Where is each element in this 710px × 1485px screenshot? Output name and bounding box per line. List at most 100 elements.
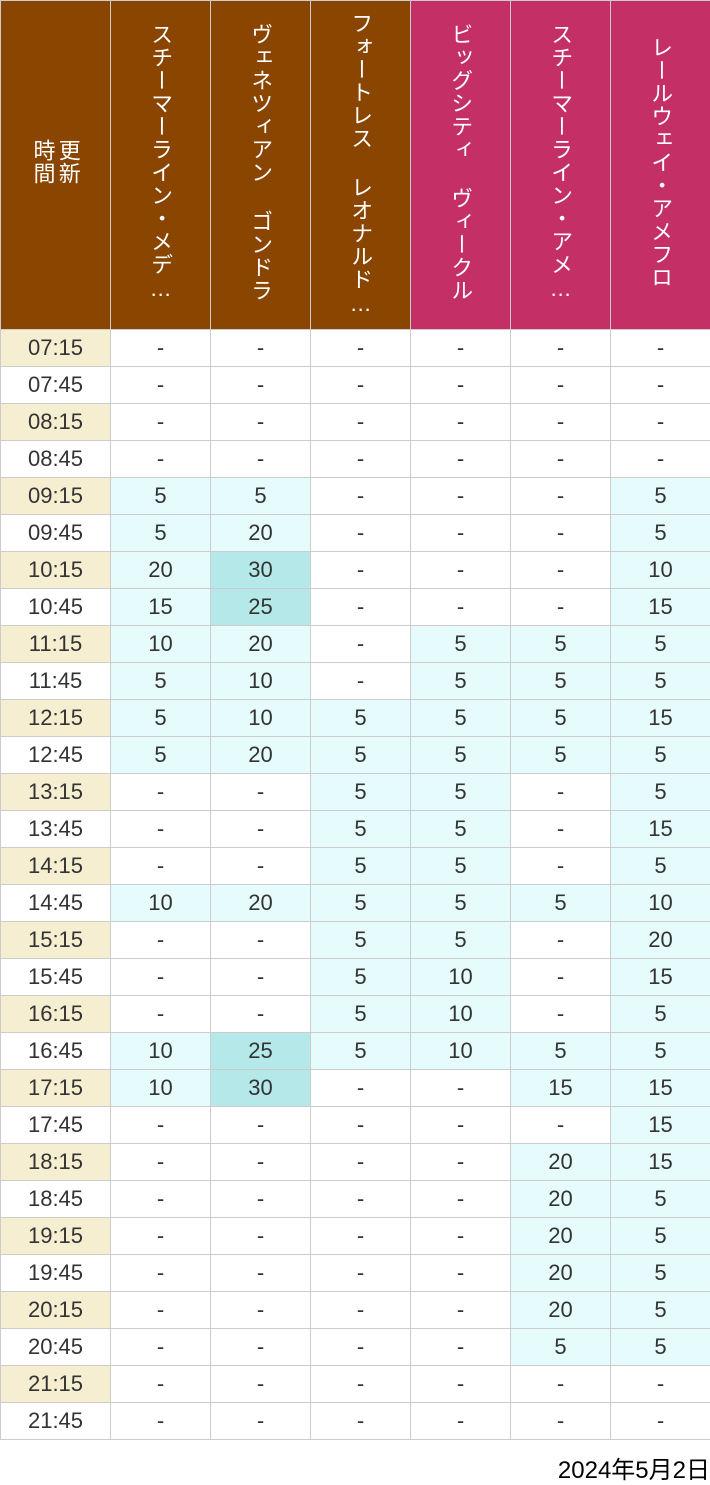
wait-cell: -: [511, 959, 611, 996]
wait-cell: -: [311, 367, 411, 404]
wait-cell: -: [211, 811, 311, 848]
wait-cell: -: [211, 959, 311, 996]
time-cell: 21:15: [1, 1366, 111, 1403]
table-row: 17:45-----15: [1, 1107, 710, 1144]
time-cell: 10:15: [1, 552, 111, 589]
wait-cell: 5: [311, 1033, 411, 1070]
wait-cell: -: [311, 552, 411, 589]
wait-cell: -: [311, 404, 411, 441]
wait-cell: -: [111, 1144, 211, 1181]
table-body: 07:15------07:45------08:15------08:45--…: [1, 330, 710, 1440]
wait-cell: 15: [611, 1107, 710, 1144]
table-row: 13:15--55-5: [1, 774, 710, 811]
wait-cell: -: [311, 1070, 411, 1107]
wait-cell: -: [511, 478, 611, 515]
wait-cell: -: [311, 1255, 411, 1292]
wait-cell: 5: [411, 922, 511, 959]
wait-cell: -: [511, 552, 611, 589]
wait-cell: -: [411, 404, 511, 441]
wait-cell: 5: [411, 700, 511, 737]
time-cell: 18:15: [1, 1144, 111, 1181]
header-label: スチーマーライン・メデ…: [148, 23, 173, 302]
wait-cell: -: [511, 441, 611, 478]
table-row: 20:15----205: [1, 1292, 710, 1329]
wait-cell: -: [411, 1181, 511, 1218]
time-cell: 19:15: [1, 1218, 111, 1255]
wait-cell: 20: [511, 1255, 611, 1292]
wait-cell: -: [211, 441, 311, 478]
wait-cell: -: [211, 1255, 311, 1292]
wait-cell: 10: [411, 996, 511, 1033]
header-attraction: スチーマーライン・アメ…: [511, 1, 611, 330]
wait-cell: -: [411, 478, 511, 515]
wait-cell: -: [311, 515, 411, 552]
wait-cell: -: [411, 1255, 511, 1292]
table-row: 10:451525---15: [1, 589, 710, 626]
wait-cell: -: [411, 330, 511, 367]
table-row: 09:45520---5: [1, 515, 710, 552]
wait-cell: 5: [611, 1218, 710, 1255]
wait-cell: 5: [611, 996, 710, 1033]
wait-cell: -: [311, 589, 411, 626]
wait-cell: -: [411, 1403, 511, 1440]
wait-cell: 5: [511, 626, 611, 663]
wait-cell: 10: [111, 1070, 211, 1107]
wait-cell: -: [211, 1181, 311, 1218]
time-cell: 16:15: [1, 996, 111, 1033]
wait-cell: 15: [611, 811, 710, 848]
header-label: ビッグシティ ヴィークル: [448, 23, 473, 302]
wait-cell: -: [311, 1403, 411, 1440]
wait-cell: -: [611, 367, 710, 404]
table-row: 11:151020-555: [1, 626, 710, 663]
table-row: 17:151030--1515: [1, 1070, 710, 1107]
wait-cell: 20: [211, 515, 311, 552]
wait-cell: 25: [211, 1033, 311, 1070]
wait-cell: -: [211, 1218, 311, 1255]
wait-cell: -: [511, 774, 611, 811]
time-cell: 11:45: [1, 663, 111, 700]
wait-cell: 20: [211, 626, 311, 663]
wait-cell: -: [211, 922, 311, 959]
wait-cell: -: [111, 1181, 211, 1218]
header-attraction: レールウェイ・アメフロ: [611, 1, 710, 330]
table-row: 12:1551055515: [1, 700, 710, 737]
header-label: 更新時間: [30, 139, 81, 185]
wait-cell: -: [211, 1403, 311, 1440]
wait-cell: 5: [511, 737, 611, 774]
wait-cell: -: [111, 811, 211, 848]
wait-cell: -: [111, 1329, 211, 1366]
wait-cell: -: [111, 848, 211, 885]
wait-time-table: 更新時間スチーマーライン・メデ…ヴェネツィアン ゴンドラフォートレス レオナルド…: [0, 0, 710, 1440]
wait-cell: -: [411, 552, 511, 589]
table-row: 15:45--510-15: [1, 959, 710, 996]
table-row: 10:152030---10: [1, 552, 710, 589]
wait-cell: -: [311, 1181, 411, 1218]
wait-cell: -: [511, 404, 611, 441]
time-cell: 07:15: [1, 330, 111, 367]
wait-cell: -: [211, 1107, 311, 1144]
wait-cell: -: [511, 922, 611, 959]
time-cell: 18:45: [1, 1181, 111, 1218]
wait-cell: -: [411, 1107, 511, 1144]
wait-cell: 20: [111, 552, 211, 589]
time-cell: 13:15: [1, 774, 111, 811]
wait-cell: -: [511, 996, 611, 1033]
time-cell: 14:45: [1, 885, 111, 922]
wait-cell: -: [211, 1144, 311, 1181]
time-cell: 21:45: [1, 1403, 111, 1440]
wait-cell: -: [511, 589, 611, 626]
wait-cell: 15: [611, 1070, 710, 1107]
header-attraction: ビッグシティ ヴィークル: [411, 1, 511, 330]
time-cell: 16:45: [1, 1033, 111, 1070]
wait-cell: 10: [211, 663, 311, 700]
wait-cell: 20: [511, 1218, 611, 1255]
wait-cell: 5: [611, 1329, 710, 1366]
wait-cell: -: [311, 1107, 411, 1144]
wait-cell: -: [211, 330, 311, 367]
table-row: 16:15--510-5: [1, 996, 710, 1033]
wait-cell: 10: [411, 1033, 511, 1070]
wait-cell: -: [611, 1366, 710, 1403]
wait-cell: 5: [211, 478, 311, 515]
wait-cell: -: [311, 626, 411, 663]
wait-cell: -: [611, 441, 710, 478]
